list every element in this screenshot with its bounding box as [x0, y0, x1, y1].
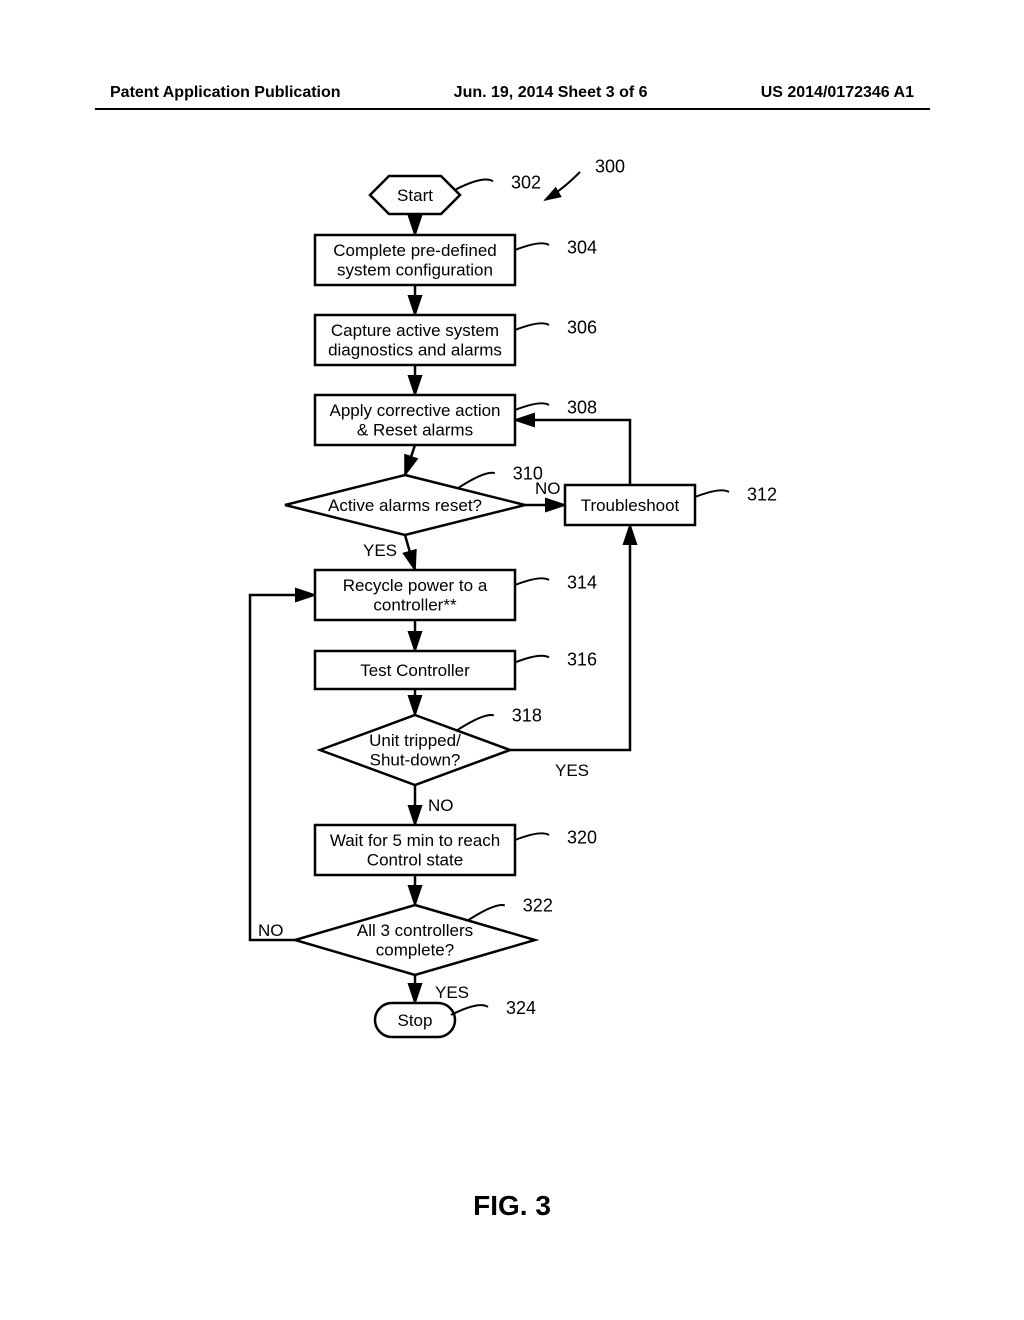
svg-text:312: 312 — [747, 484, 777, 504]
svg-text:314: 314 — [567, 572, 597, 592]
svg-text:322: 322 — [523, 896, 553, 916]
svg-text:324: 324 — [506, 998, 536, 1018]
svg-text:306: 306 — [567, 317, 597, 337]
header-left: Patent Application Publication — [110, 84, 341, 102]
svg-text:310: 310 — [513, 464, 543, 484]
svg-text:Capture active systemdiagnosti: Capture active systemdiagnostics and ala… — [328, 321, 502, 360]
header-rule — [95, 108, 930, 110]
figure-caption: FIG. 3 — [0, 1190, 1024, 1222]
svg-text:Unit tripped/Shut-down?: Unit tripped/Shut-down? — [369, 731, 461, 770]
svg-text:308: 308 — [567, 397, 597, 417]
svg-text:Start: Start — [397, 186, 433, 205]
svg-text:316: 316 — [567, 650, 597, 670]
header-right: US 2014/0172346 A1 — [761, 84, 914, 102]
svg-text:304: 304 — [567, 237, 597, 257]
svg-text:318: 318 — [512, 706, 542, 726]
flowchart-container: Start Complete pre-definedsystem configur… — [0, 130, 1024, 1165]
svg-text:NO: NO — [258, 921, 284, 940]
header: Patent Application Publication Jun. 19, … — [0, 84, 1024, 102]
svg-text:YES: YES — [435, 983, 469, 1002]
header-center: Jun. 19, 2014 Sheet 3 of 6 — [454, 84, 648, 102]
svg-text:320: 320 — [567, 827, 597, 847]
svg-text:YES: YES — [363, 541, 397, 560]
svg-text:Test Controller: Test Controller — [360, 661, 470, 680]
svg-text:Stop: Stop — [398, 1011, 433, 1030]
svg-text:Complete pre-definedsystem con: Complete pre-definedsystem configuration — [333, 241, 496, 280]
svg-text:Active alarms reset?: Active alarms reset? — [328, 496, 482, 515]
svg-text:Troubleshoot: Troubleshoot — [581, 496, 680, 515]
svg-text:YES: YES — [555, 761, 589, 780]
flowchart-svg: Start Complete pre-definedsystem configur… — [0, 130, 1024, 1160]
svg-text:302: 302 — [511, 173, 541, 193]
svg-text:NO: NO — [428, 796, 454, 815]
page: Patent Application Publication Jun. 19, … — [0, 0, 1024, 1320]
svg-text:300: 300 — [595, 156, 625, 176]
